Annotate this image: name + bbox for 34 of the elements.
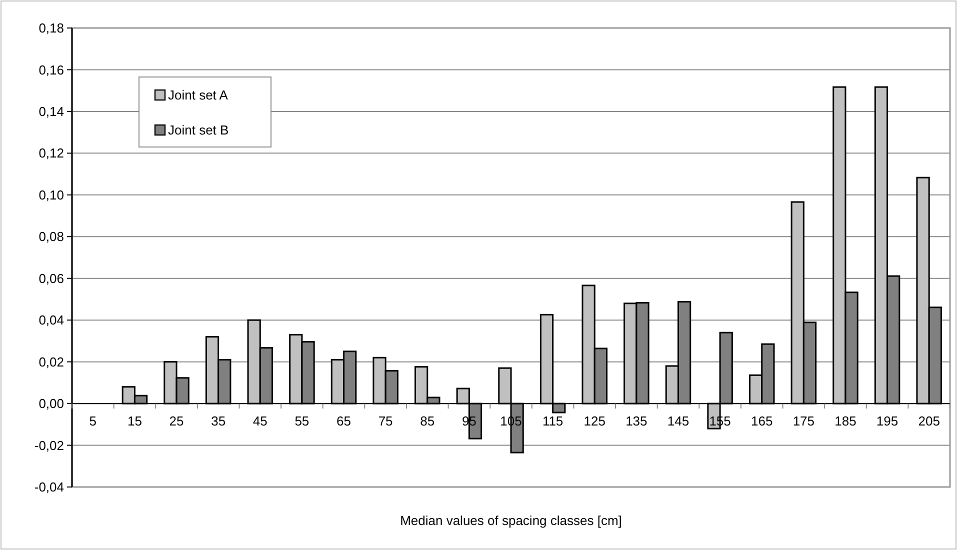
y-tick-label: 0,18 (38, 20, 64, 36)
legend-label: Joint set B (168, 122, 229, 138)
x-tick-label: 5 (89, 414, 97, 429)
y-tick-label: -0,04 (34, 480, 64, 495)
x-tick-label: 165 (751, 414, 773, 429)
x-tick-label: 195 (876, 414, 898, 429)
x-axis-title: Median values of spacing classes [cm] (400, 513, 622, 528)
x-tick-label: 15 (127, 414, 142, 429)
x-tick-label: 75 (378, 414, 393, 429)
x-tick-label: 185 (834, 414, 856, 429)
y-tick-label: 0,12 (38, 146, 64, 161)
x-tick-label: 35 (211, 414, 226, 429)
x-tick-label: 95 (462, 414, 476, 429)
x-tick-label: 45 (252, 414, 268, 429)
x-tick-label: 25 (169, 414, 184, 429)
y-tick-label: 0,06 (38, 270, 64, 286)
x-tick-label: 85 (420, 414, 435, 429)
x-tick-label: 115 (542, 414, 564, 429)
y-tick-label: 0,14 (38, 104, 64, 120)
x-tick-label: 205 (918, 414, 940, 429)
y-tick-label: 0,16 (38, 62, 64, 78)
y-tick-label: 0,10 (38, 187, 64, 202)
x-tick-label: 55 (294, 414, 310, 429)
x-tick-label: 125 (584, 414, 606, 429)
y-tick-label: 0,00 (38, 396, 64, 412)
y-tick-label: -0,02 (34, 438, 64, 453)
legend-label: Joint set A (168, 88, 228, 103)
x-tick-label: 65 (336, 414, 351, 429)
y-tick-label: 0,02 (38, 354, 64, 370)
y-tick-label: 0,04 (38, 312, 64, 328)
x-tick-label: 145 (667, 414, 690, 429)
x-tick-label: 135 (626, 414, 648, 429)
x-tick-label: 175 (792, 414, 815, 429)
y-tick-label: 0,08 (38, 229, 64, 244)
